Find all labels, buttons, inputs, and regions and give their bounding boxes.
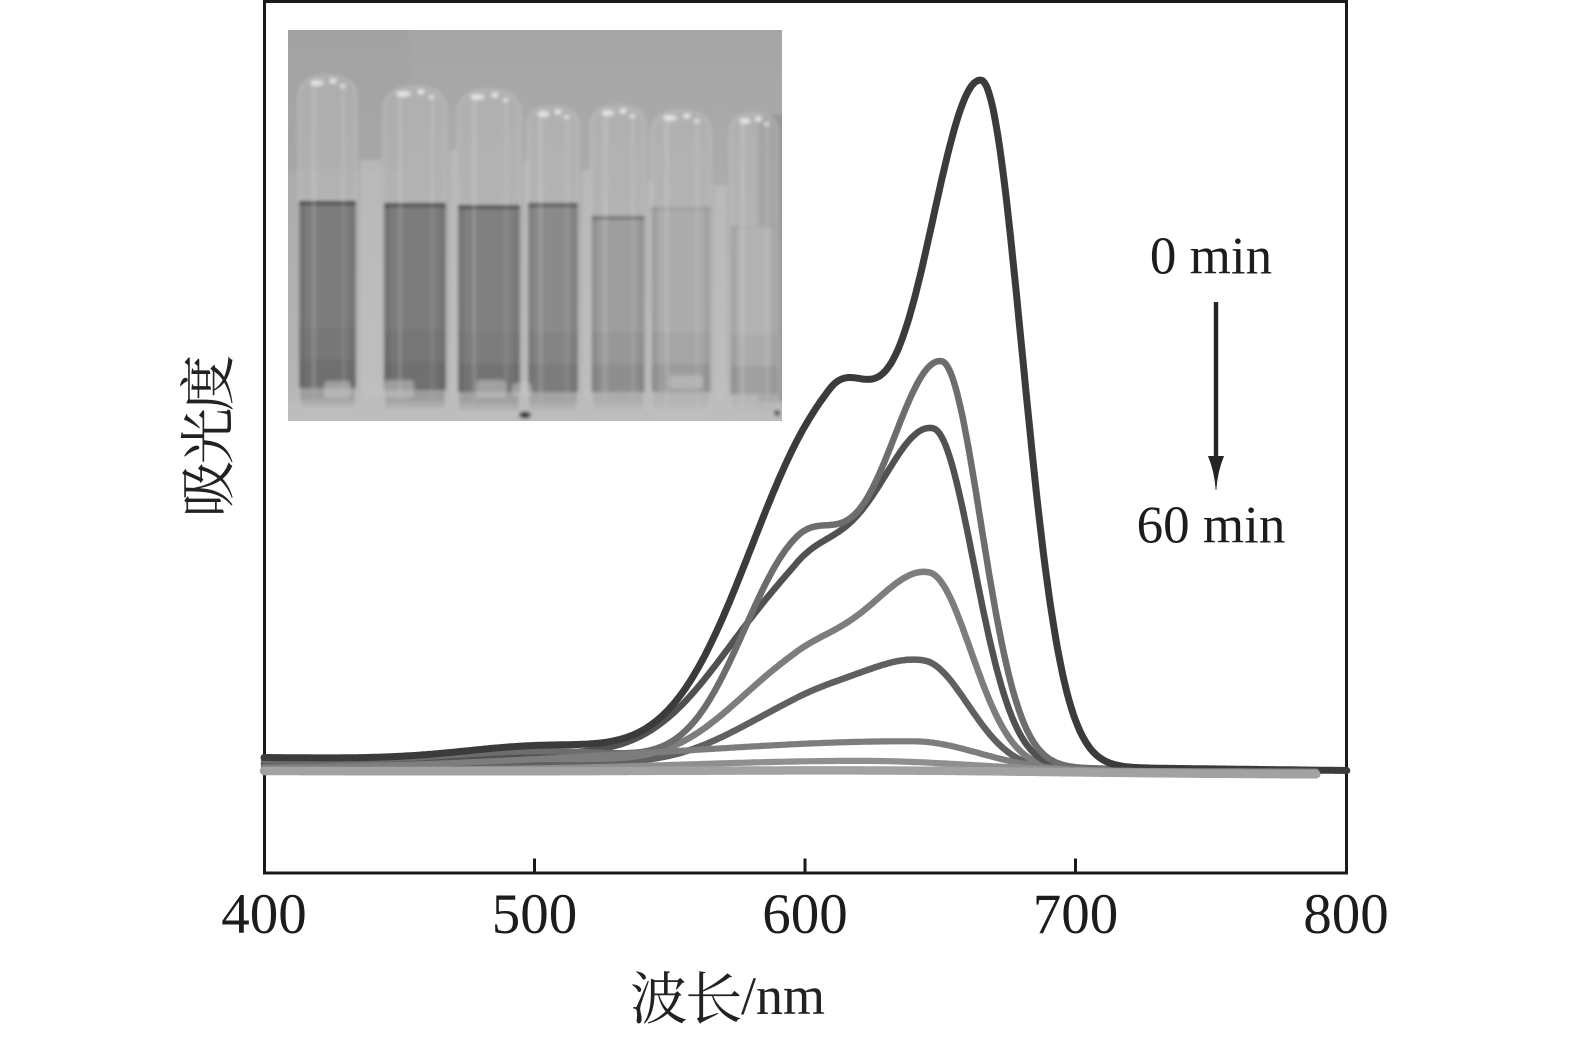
svg-text:400: 400 [221,883,307,946]
svg-text:60 min: 60 min [1137,497,1286,555]
svg-text:600: 600 [762,883,848,946]
svg-text:0 min: 0 min [1150,228,1272,286]
svg-text:500: 500 [492,883,578,946]
svg-text:700: 700 [1033,883,1119,946]
svg-text:800: 800 [1303,883,1389,946]
svg-text:/nm: /nm [741,966,825,1026]
